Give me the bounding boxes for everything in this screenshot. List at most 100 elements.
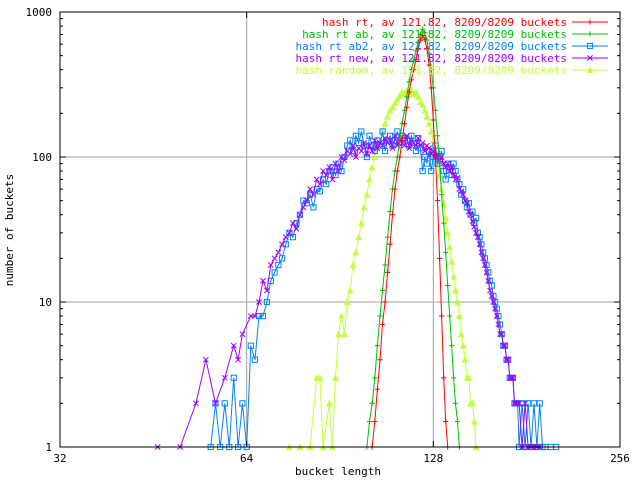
data-point: [460, 191, 467, 198]
series-2: [207, 128, 560, 451]
x-tick-label: 256: [610, 452, 630, 465]
data-point: [374, 145, 381, 152]
data-point: [414, 93, 422, 100]
data-point: [422, 36, 428, 42]
data-point: [492, 298, 499, 306]
data-point: [323, 172, 330, 179]
data-point: [465, 374, 473, 381]
data-point: [374, 343, 381, 349]
data-point: [221, 374, 228, 381]
data-point: [469, 399, 476, 407]
legend-label: hash rt ab2, av 121.82, 8209/8209 bucket…: [295, 40, 567, 53]
data-point: [478, 249, 485, 256]
data-point: [423, 160, 431, 167]
data-point: [399, 137, 405, 144]
data-point: [369, 400, 375, 406]
data-point: [429, 136, 437, 144]
data-point: [374, 386, 381, 392]
data-point: [441, 375, 447, 381]
data-point: [361, 139, 368, 146]
data-point: [509, 374, 516, 381]
data-point: [316, 374, 324, 381]
data-point: [487, 287, 493, 294]
data-point: [460, 186, 467, 193]
data-point: [458, 188, 465, 195]
data-point: [426, 145, 433, 152]
data-point: [389, 145, 396, 152]
data-point: [490, 292, 497, 300]
data-point: [522, 400, 529, 407]
data-point: [371, 153, 379, 161]
data-point: [346, 286, 354, 294]
data-point: [350, 142, 356, 149]
data-point: [267, 262, 274, 268]
data-point: [459, 341, 467, 349]
data-point: [483, 269, 490, 276]
data-point: [275, 261, 282, 269]
data-point: [335, 168, 342, 175]
data-point: [282, 234, 289, 241]
series-0: [369, 32, 451, 450]
data-point: [473, 229, 479, 236]
data-point: [495, 312, 502, 320]
data-point: [505, 356, 512, 363]
data-point: [492, 305, 499, 312]
data-point: [445, 282, 451, 289]
data-point: [366, 132, 373, 139]
data-point: [428, 150, 435, 157]
series-3: [154, 132, 543, 450]
data-point: [352, 132, 359, 139]
data-point: [452, 400, 459, 406]
data-point: [415, 135, 422, 142]
data-point: [325, 399, 333, 407]
data-point: [307, 186, 314, 193]
data-point: [530, 400, 538, 407]
legend-entry: hash rt new, av 121.82, 8209/8209 bucket…: [295, 52, 608, 65]
data-point: [412, 88, 420, 96]
x-axis-label: bucket length: [295, 465, 381, 478]
data-point: [478, 241, 485, 248]
data-point: [403, 132, 410, 139]
data-point: [467, 211, 474, 218]
data-point: [382, 299, 388, 305]
legend: hash rt, av 121.82, 8209/8209 buckets has…: [295, 16, 608, 77]
data-point: [406, 89, 412, 95]
data-point: [465, 200, 472, 207]
data-point: [371, 137, 378, 144]
data-point: [366, 175, 373, 183]
data-point: [389, 103, 396, 111]
data-point: [260, 277, 266, 284]
data-point: [372, 418, 378, 425]
data-point: [470, 417, 478, 425]
data-point: [271, 269, 278, 276]
data-point: [326, 164, 333, 171]
legend-entry: hash rt, av 121.82, 8209/8209 buckets: [322, 16, 608, 29]
data-point: [293, 225, 300, 232]
data-point: [516, 400, 523, 407]
data-point: [447, 313, 453, 319]
data-point: [432, 154, 439, 160]
data-point: [363, 190, 371, 198]
data-point: [381, 147, 389, 155]
data-point: [275, 249, 282, 256]
data-point: [428, 85, 434, 91]
data-point: [441, 220, 447, 226]
data-point: [256, 299, 262, 305]
data-point: [443, 249, 449, 255]
data-point: [255, 312, 263, 320]
data-point: [289, 234, 297, 241]
data-point: [252, 313, 258, 320]
data-point: [448, 164, 455, 171]
data-point: [358, 148, 365, 154]
data-point: [488, 293, 495, 299]
data-point: [426, 62, 432, 68]
data-point: [230, 342, 237, 349]
data-point: [472, 214, 480, 222]
data-point: [392, 186, 398, 192]
data-point: [493, 313, 500, 320]
data-point: [332, 160, 339, 167]
legend-entry: hash random, av 121.82, 8209/8209 bucket…: [295, 64, 608, 77]
data-point: [355, 233, 363, 241]
